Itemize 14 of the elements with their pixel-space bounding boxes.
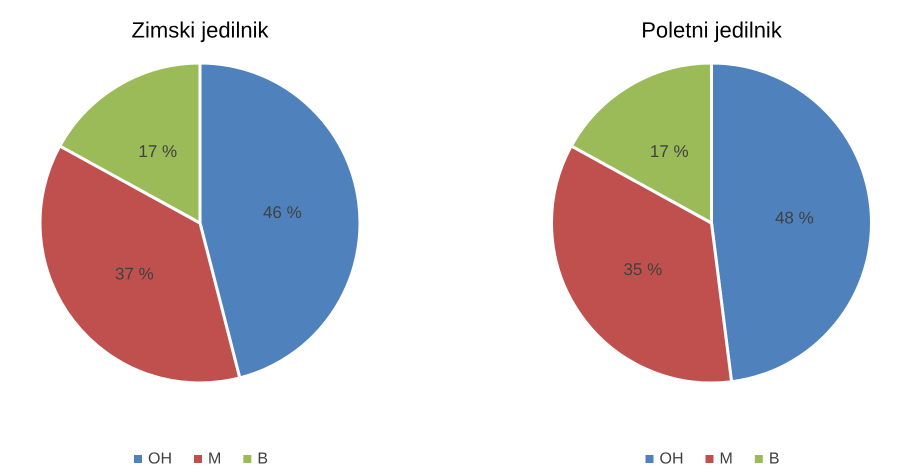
chart-title: Zimski jedilnik bbox=[132, 18, 270, 42]
data-label: 37 % bbox=[115, 264, 154, 284]
legend-label: M bbox=[208, 450, 222, 468]
data-label: 17 % bbox=[650, 142, 689, 162]
legend-label: OH bbox=[660, 450, 684, 468]
data-label: 35 % bbox=[623, 260, 662, 280]
legend-label: M bbox=[720, 450, 733, 468]
data-label: 17 % bbox=[138, 142, 178, 162]
chart-title: Poletni jedilnik bbox=[641, 18, 783, 42]
legend-label: OH bbox=[148, 450, 172, 468]
legend-label: B bbox=[257, 450, 268, 468]
legend-label: B bbox=[768, 450, 780, 468]
data-label: 46 % bbox=[262, 203, 302, 222]
data-label: 48 % bbox=[774, 208, 814, 228]
